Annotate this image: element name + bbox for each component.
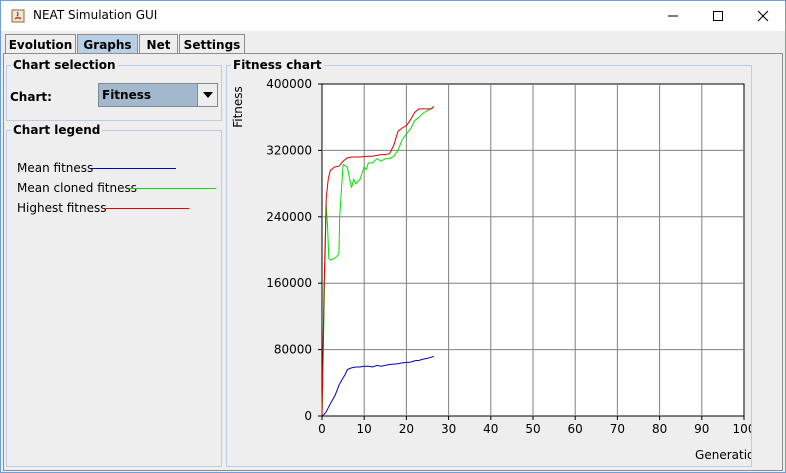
chart-ticks: 0 10 20 30 40 50 60 70 80 90 100 0 80000 160000 240000…	[266, 77, 751, 436]
x-tick-label: 100	[733, 422, 751, 436]
series-line-mean-cloned-fitness	[321, 106, 435, 417]
x-tick-label: 80	[652, 422, 667, 436]
y-tick-label: 80000	[274, 343, 312, 357]
legend-swatch-mean-cloned-fitness	[130, 188, 216, 189]
chart-selection-title: Chart selection	[11, 58, 118, 72]
tab-label: Graphs	[83, 37, 132, 52]
tab-strip: Evolution Graphs Net Settings	[1, 32, 785, 54]
chart-label: Chart:	[10, 90, 52, 104]
series-line-highest-fitness	[321, 106, 435, 417]
tab-net[interactable]: Net	[139, 34, 178, 54]
x-tick-label: 70	[610, 422, 625, 436]
y-tick-label: 320000	[266, 143, 312, 157]
x-tick-label: 10	[357, 422, 372, 436]
legend-label: Mean fitness	[17, 161, 94, 175]
window-title: NEAT Simulation GUI	[33, 8, 158, 22]
title-bar[interactable]: NEAT Simulation GUI	[1, 1, 785, 31]
chart-series	[321, 106, 435, 417]
minimize-icon	[667, 15, 678, 17]
legend-swatch-highest-fitness	[103, 208, 189, 209]
tab-graphs[interactable]: Graphs	[77, 34, 138, 54]
x-tick-label: 30	[441, 422, 456, 436]
legend-entry-mean-fitness: Mean fitness	[17, 161, 93, 175]
legend-swatch-mean-fitness	[90, 168, 176, 169]
tab-label: Net	[146, 37, 171, 52]
minimize-button[interactable]	[650, 1, 695, 31]
x-tick-label: 40	[483, 422, 498, 436]
x-tick-label: 90	[694, 422, 709, 436]
fitness-chart-panel: Fitness chart 0 10 20 30 40 50 60 70 80 90 100 0 800…	[226, 58, 752, 467]
tab-settings[interactable]: Settings	[179, 34, 245, 54]
series-line-mean-fitness	[321, 355, 434, 417]
tab-evolution[interactable]: Evolution	[5, 34, 76, 54]
x-tick-label: 60	[568, 422, 583, 436]
chart-legend-title: Chart legend	[11, 123, 103, 137]
chart-select[interactable]: Fitness	[98, 83, 218, 107]
y-tick-label: 400000	[266, 77, 312, 91]
legend-label: Mean cloned fitness	[17, 181, 137, 195]
java-app-icon	[11, 9, 25, 23]
x-axis-label: Generation	[695, 448, 751, 462]
tab-label: Settings	[183, 37, 241, 52]
maximize-button[interactable]	[695, 1, 740, 31]
fitness-chart: 0 10 20 30 40 50 60 70 80 90 100 0 80000 160000 240000…	[231, 77, 751, 462]
chart-select-value: Fitness	[102, 88, 152, 102]
y-tick-label: 160000	[266, 276, 312, 290]
graphs-tab-content: Chart selection Chart: Fitness Chart leg…	[3, 53, 783, 471]
x-tick-label: 0	[318, 422, 326, 436]
y-axis-label: Fitness	[231, 86, 245, 128]
chart-grid	[321, 83, 745, 417]
close-icon	[757, 10, 768, 22]
tab-label: Evolution	[8, 37, 73, 52]
chevron-down-icon	[202, 92, 213, 98]
maximize-icon	[712, 11, 723, 21]
legend-label: Highest fitness	[17, 201, 107, 215]
y-tick-label: 0	[304, 409, 312, 423]
chart-legend-panel: Chart legend Mean fitness Mean cloned fi…	[6, 123, 222, 467]
chart-selection-panel: Chart selection Chart: Fitness	[6, 58, 222, 121]
legend-entry-highest-fitness: Highest fitness	[17, 201, 107, 215]
legend-entry-mean-cloned-fitness: Mean cloned fitness	[17, 181, 137, 195]
close-button[interactable]	[740, 1, 785, 31]
fitness-chart-title: Fitness chart	[231, 58, 324, 72]
x-tick-label: 20	[399, 422, 414, 436]
x-tick-label: 50	[525, 422, 540, 436]
y-tick-label: 240000	[266, 210, 312, 224]
chart-select-dropdown-button[interactable]	[197, 84, 217, 106]
